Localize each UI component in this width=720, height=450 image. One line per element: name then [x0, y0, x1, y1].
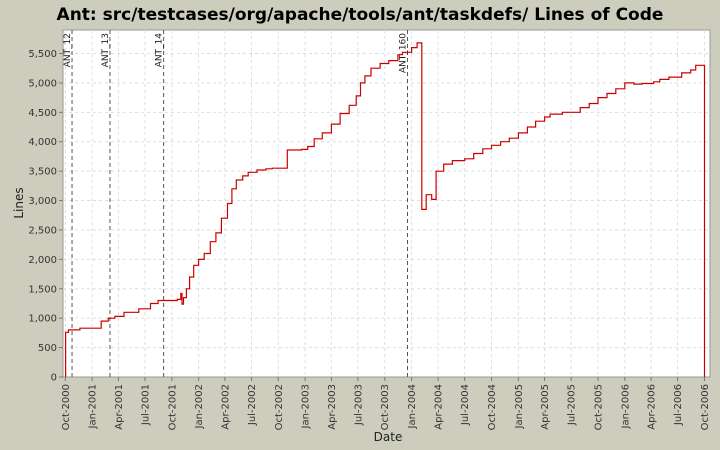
x-axis-label: Date [374, 430, 403, 444]
x-tick-label: Jan-2001 [88, 384, 99, 429]
x-tick-label: Oct-2003 [380, 384, 391, 430]
y-tick-label: 3,000 [28, 196, 57, 207]
release-marker-label: ANT_12 [63, 33, 73, 67]
chart-title: Ant: src/testcases/org/apache/tools/ant/… [57, 5, 664, 25]
y-axis-label: Lines [12, 187, 26, 218]
x-tick-label: Jul-2005 [567, 384, 578, 426]
x-tick-label: Oct-2002 [274, 384, 285, 430]
y-tick-label: 3,500 [28, 167, 57, 178]
y-axis: 0 500 1,000 1,500 2,000 2,500 3,000 3,500 4,000 4… [28, 49, 63, 384]
x-tick-label: Oct-2004 [487, 384, 498, 430]
y-tick-label: 1,500 [28, 284, 57, 295]
x-axis: Oct-2000 Jan-2001 Apr-2001 Jul-2001 Oct-2001… [61, 377, 711, 430]
y-tick-label: 4,500 [28, 108, 57, 119]
x-tick-label: Jan-2006 [620, 384, 631, 429]
release-marker-label: ANT_160 [399, 33, 409, 73]
x-tick-label: Apr-2006 [647, 384, 658, 430]
y-tick-label: 1,000 [28, 314, 57, 325]
x-tick-label: Jul-2002 [247, 384, 258, 426]
x-tick-label: Apr-2003 [327, 384, 338, 430]
y-tick-label: 0 [51, 373, 57, 384]
x-tick-label: Apr-2005 [540, 384, 551, 430]
series-layer [65, 42, 706, 377]
release-markers: ANT_12 ANT_13 ANT_14 ANT_160 [63, 30, 409, 377]
x-tick-label: Jul-2001 [140, 384, 151, 426]
x-tick-label: Oct-2005 [593, 384, 604, 430]
release-marker-label: ANT_13 [101, 33, 111, 67]
x-tick-label: Jan-2005 [514, 384, 525, 429]
x-tick-label: Jul-2003 [353, 384, 364, 426]
x-tick-label: Jul-2004 [460, 384, 471, 426]
x-tick-label: Apr-2004 [434, 384, 445, 430]
x-tick-label: Jul-2006 [673, 384, 684, 426]
y-tick-label: 5,000 [28, 78, 57, 89]
y-tick-label: 2,000 [28, 255, 57, 266]
y-tick-label: 4,000 [28, 137, 57, 148]
series-line [65, 42, 706, 377]
x-tick-label: Apr-2002 [220, 384, 231, 430]
x-tick-label: Jan-2003 [301, 384, 312, 429]
x-tick-label: Apr-2001 [114, 384, 125, 430]
x-tick-label: Oct-2001 [167, 384, 178, 430]
y-tick-label: 2,500 [28, 225, 57, 236]
plot-area [62, 29, 711, 378]
gridlines [63, 30, 710, 377]
release-marker-label: ANT_14 [155, 33, 165, 68]
x-tick-label: Jan-2002 [194, 384, 205, 429]
x-tick-label: Jan-2004 [407, 384, 418, 429]
y-tick-label: 500 [38, 343, 57, 354]
x-tick-label: Oct-2000 [61, 384, 72, 430]
x-tick-label: Oct-2006 [700, 384, 711, 430]
y-tick-label: 5,500 [28, 49, 57, 60]
